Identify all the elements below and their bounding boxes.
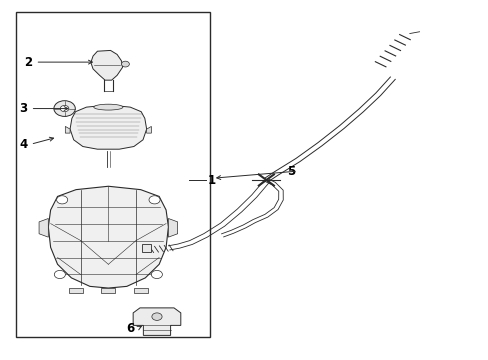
Polygon shape [91,50,122,80]
Circle shape [57,196,67,204]
Polygon shape [168,219,177,237]
Bar [101,288,115,293]
Circle shape [54,270,65,279]
Circle shape [121,61,129,67]
Polygon shape [70,105,146,149]
Text: 1: 1 [207,174,216,186]
Circle shape [60,105,69,112]
Circle shape [54,101,75,116]
Text: 6: 6 [126,322,134,335]
Bar [142,244,151,252]
Polygon shape [39,219,48,237]
Circle shape [151,270,162,279]
Text: 2: 2 [24,55,32,69]
Polygon shape [65,126,70,133]
Text: 5: 5 [286,165,294,177]
Ellipse shape [94,104,122,110]
Polygon shape [48,186,168,288]
Polygon shape [146,126,151,133]
Bar [134,288,147,293]
Circle shape [152,313,162,320]
Bar [16,12,210,337]
Bar [69,288,83,293]
Circle shape [149,196,160,204]
Text: 3: 3 [19,102,27,115]
Text: 4: 4 [19,138,27,151]
Polygon shape [133,308,181,336]
